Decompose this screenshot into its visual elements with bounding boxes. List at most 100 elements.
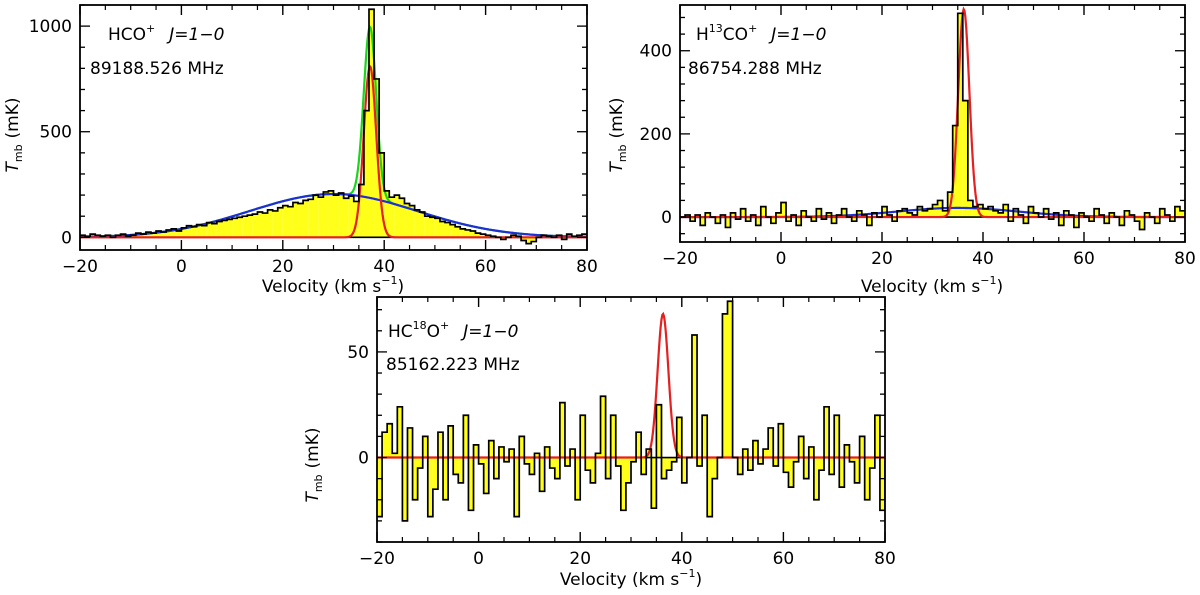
spectrum-channel-bar: [465, 229, 471, 238]
spectrum-channel-bar: [227, 219, 233, 238]
spectrum-channel-bar: [333, 195, 339, 238]
spectrum-channel-bar: [473, 444, 479, 458]
frequency-label: 86754.288 MHz: [688, 59, 822, 79]
spectrum-channel-bar: [620, 457, 626, 511]
spectrum-channel-bar: [770, 217, 776, 224]
spectrum-channel-bar: [585, 457, 591, 471]
spectrum-channel-bar: [702, 415, 708, 458]
spectrum-channel-bar: [368, 9, 375, 238]
spectrum-fill-group: [80, 9, 587, 244]
spectrum-channel-bar: [783, 457, 789, 473]
spectrum-channel-bar: [493, 457, 499, 479]
spectrum-channel-bar: [993, 210, 999, 218]
spectrum-channel-bar: [437, 432, 444, 458]
spectrum-channel-bar: [932, 204, 938, 218]
plot-frame: [376, 296, 886, 543]
spectrum-channel-bar: [590, 457, 596, 483]
observed-spectrum-histogram: [377, 300, 885, 522]
spectrum-channel-bar: [730, 212, 736, 218]
spectrum-channel-bar: [1124, 210, 1130, 218]
spectrum-channel-bar: [531, 237, 537, 242]
spectrum-channel-bar: [829, 457, 835, 475]
axis-ticks: −20 0 20 40 60 80 0 500 1000: [29, 4, 598, 277]
spectrum-channel-bar: [745, 217, 751, 222]
spectrum-channel-bar: [292, 202, 299, 238]
spectrum-channel-bar: [445, 222, 451, 238]
spectrum-channel-bar: [524, 457, 530, 464]
spectrum-channel-bar: [242, 216, 248, 238]
spectrum-channel-bar: [468, 457, 474, 511]
spectrum-channel-bar: [308, 199, 314, 238]
spectrum-channel-bar: [404, 203, 410, 238]
spectrum-channel-bar: [676, 417, 682, 458]
spectrum-channel-bar: [480, 234, 486, 238]
spectrum-channel-bar: [952, 125, 958, 218]
spectrum-channel-bar: [786, 217, 792, 222]
spectrum-channel-bar: [927, 208, 933, 218]
spectrum-channel-bar: [681, 457, 687, 483]
spectrum-channel-bar: [1058, 217, 1064, 226]
spectrum-channel-bar: [824, 406, 830, 458]
x-tick-label: 80: [576, 257, 598, 277]
x-tick-label: 20: [569, 549, 591, 569]
spectrum-channel-bar: [191, 226, 197, 238]
panel-hco-plus: −20 0 20 40 60 80 0 500 1000 HCO+ J=1−0 89188.526…: [3, 4, 598, 297]
spectrum-channel-bar: [521, 237, 527, 241]
x-axis-title: Velocity (km s−1): [560, 567, 702, 590]
spectrum-channel-bar: [439, 221, 446, 238]
x-tick-label: 40: [972, 249, 994, 269]
spectrum-channel-bar: [1023, 217, 1029, 224]
spectrum-channel-bar: [844, 444, 850, 458]
spectrum-channel-bar: [458, 457, 464, 483]
spectrum-channel-bar: [1104, 217, 1110, 224]
spectrum-channel-bar: [1089, 217, 1095, 222]
spectrum-fill-group: [685, 13, 1185, 230]
spectrum-channel-bar: [483, 457, 489, 494]
narrow-fit-curve: [80, 64, 587, 239]
spectrum-channel-bar: [977, 204, 983, 218]
spectrum-channel-bar: [700, 217, 706, 226]
spectrum-channel-bar: [384, 190, 390, 238]
spectrum-channel-bar: [453, 457, 459, 475]
spectrum-channel-bar: [409, 205, 415, 238]
fit-curves: [680, 6, 1185, 219]
spectrum-channel-bar: [181, 227, 187, 238]
x-tick-label: 40: [671, 549, 693, 569]
spectrum-channel-bar: [237, 217, 243, 238]
x-tick-label: 60: [773, 549, 795, 569]
spectrum-channel-bar: [851, 217, 857, 222]
spectrum-channel-bar: [443, 457, 449, 500]
spectrum-channel-bar: [651, 457, 657, 509]
spectrum-channel-bar: [798, 436, 804, 458]
spectrum-channel-bar: [1063, 210, 1069, 218]
frequency-label: 85162.223 MHz: [386, 355, 520, 375]
spectrum-channel-bar: [470, 230, 476, 238]
spectrum-channel-bar: [1008, 217, 1014, 222]
spectrum-channel-bar: [277, 207, 283, 238]
spectrum-channel-bar: [1154, 217, 1160, 224]
spectrum-channel-bar: [917, 206, 923, 218]
spectrum-channel-bar: [171, 228, 177, 238]
spectrum-channel-bar: [742, 449, 748, 458]
x-tick-label: 20: [871, 249, 893, 269]
spectrum-channel-bar: [763, 449, 769, 458]
spectrum-channel-bar: [267, 209, 273, 238]
spectrum-channel-bar: [272, 210, 278, 238]
spectrum-channel-bar: [221, 220, 228, 238]
x-tick-label: −20: [359, 549, 395, 569]
spectrum-channel-bar: [707, 457, 713, 517]
x-axis-title: Velocity (km s−1): [861, 274, 1003, 297]
spectrum-channel-bar: [544, 446, 550, 458]
spectrum-channel-bar: [1109, 212, 1115, 218]
spectrum-channel-bar: [161, 232, 167, 238]
spectrum-channel-bar: [834, 415, 840, 458]
x-tick-label: 40: [373, 257, 395, 277]
spectrum-channel-bar: [818, 457, 825, 471]
spectrum-channel-bar: [216, 221, 222, 238]
spectrum-channel-bar: [514, 457, 520, 517]
spectrum-channel-bar: [196, 224, 202, 238]
spectrum-channel-bar: [150, 233, 157, 238]
spectrum-channel-bar: [399, 198, 405, 238]
spectrum-channel-bar: [727, 301, 733, 458]
